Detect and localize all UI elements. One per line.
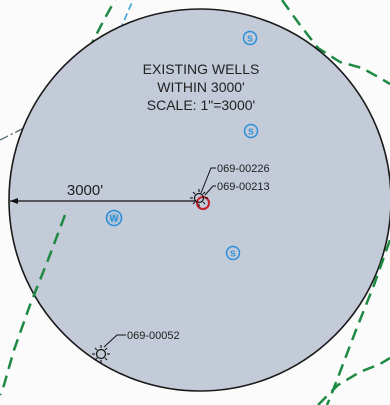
badge-ring-icon <box>243 123 259 139</box>
badge-inner-icon <box>108 212 120 224</box>
boundary-line-right-lower-green <box>325 239 390 405</box>
radius-circle <box>8 8 390 392</box>
well-id-069-00226: 069-00226 <box>217 163 270 175</box>
well-badge-s-upper-right: S <box>243 123 259 139</box>
boundary-line-right-green <box>280 0 390 86</box>
badge-letter: S <box>248 127 254 137</box>
boundary-line-left-green <box>0 214 67 396</box>
badge-letter: S <box>230 249 236 259</box>
leader-line-069-00226 <box>200 167 216 194</box>
badge-ring-icon <box>105 209 123 227</box>
boundary-line-bottom-right-green <box>317 356 390 405</box>
center-well-symbol-icon <box>190 189 210 210</box>
badge-ring-icon <box>242 30 258 46</box>
badge-letter: S <box>247 34 253 44</box>
well-badge-s-top: S <box>242 30 258 46</box>
well-badge-s-lower-right: S <box>225 245 241 261</box>
map-scale-label: SCALE: 1"=3000' <box>147 97 255 113</box>
leader-line-069-00052 <box>103 334 126 348</box>
leader-line-069-00213 <box>204 185 216 196</box>
map-title-line-1: EXISTING WELLS <box>143 61 260 77</box>
badge-letter: W <box>110 214 119 224</box>
well-sun-icon <box>95 348 107 360</box>
well-badge-w: W <box>105 209 123 227</box>
map-title-line-2: WITHIN 3000' <box>157 79 244 95</box>
well-id-069-00052: 069-00052 <box>127 330 180 342</box>
radius-label: 3000' <box>67 182 103 199</box>
well-sun-icon <box>193 192 205 204</box>
radius-arrowhead-icon <box>10 198 18 204</box>
well-id-069-00213: 069-00213 <box>217 181 270 193</box>
badge-ring-icon <box>225 245 241 261</box>
southwest-well-symbol-icon <box>92 345 110 363</box>
